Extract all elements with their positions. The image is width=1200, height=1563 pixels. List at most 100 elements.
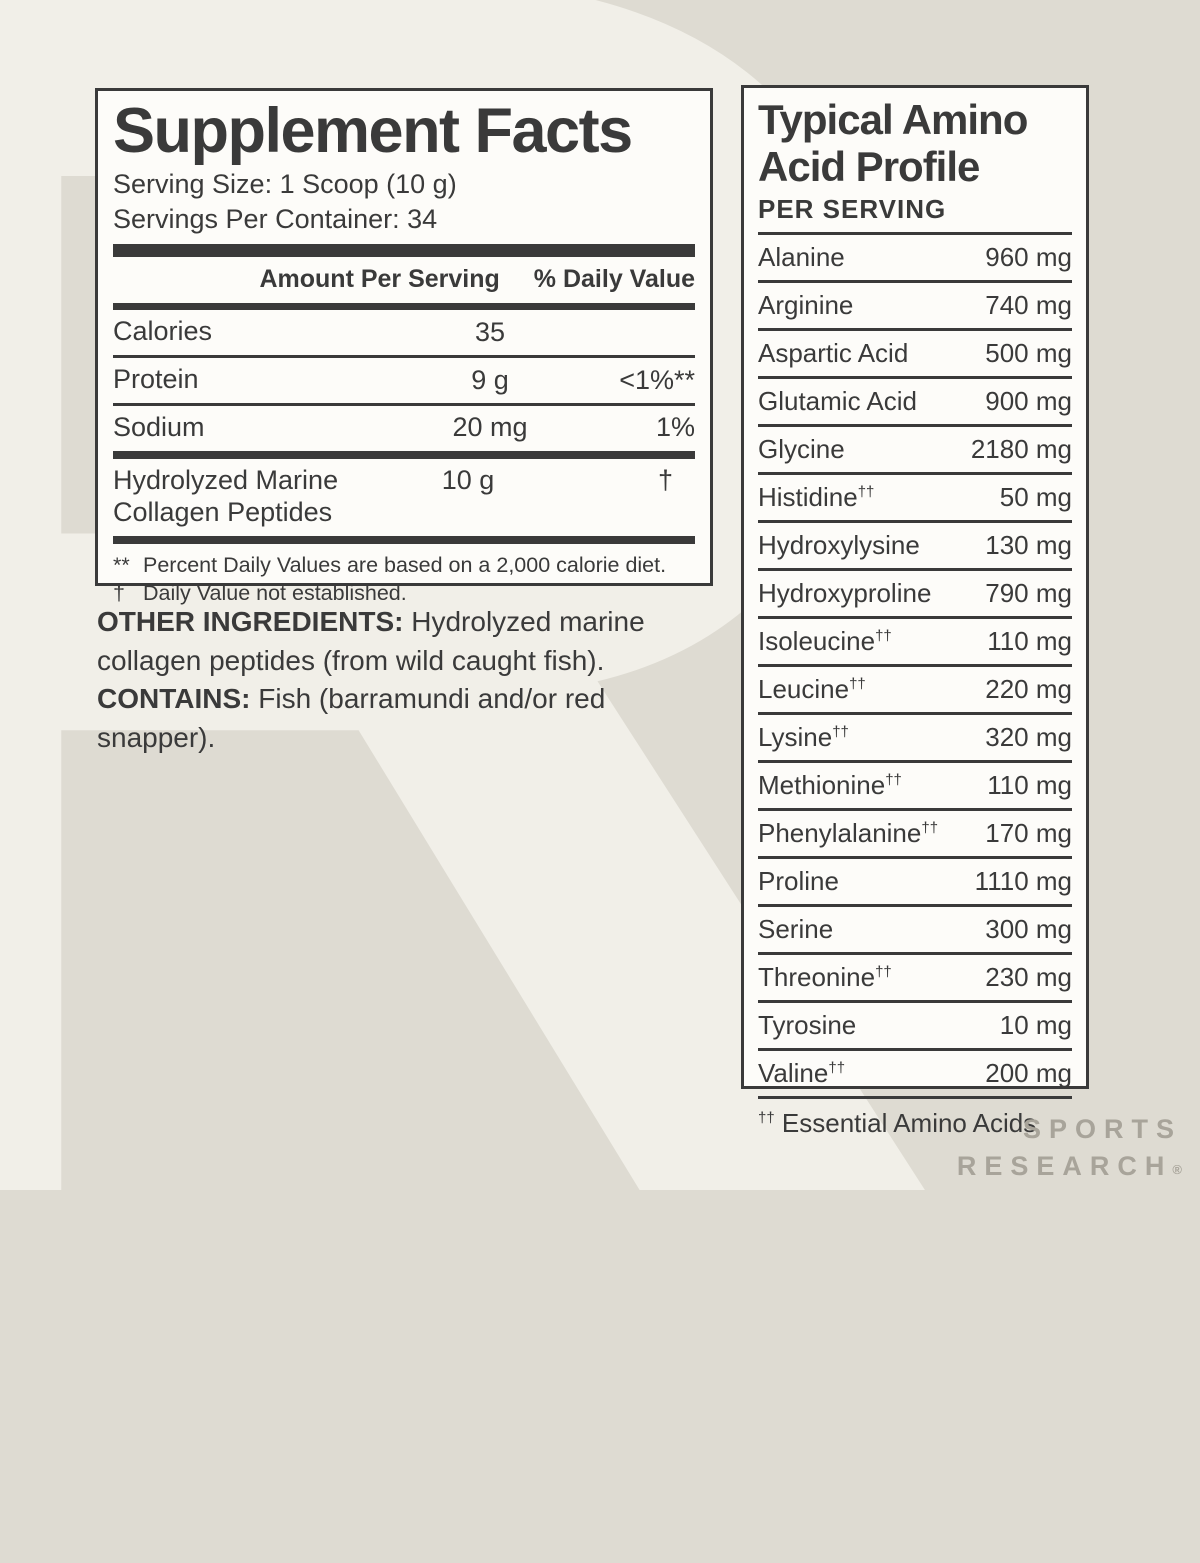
amino-name: Proline bbox=[758, 866, 839, 897]
servings-per-container: Servings Per Container: 34 bbox=[113, 203, 438, 234]
amino-row: Valine†† 200 mg bbox=[758, 1051, 1072, 1100]
amino-name: Aspartic Acid bbox=[758, 338, 909, 369]
amino-name: Arginine bbox=[758, 290, 854, 321]
amino-row: Aspartic Acid 500 mg bbox=[758, 331, 1072, 380]
amino-row: Histidine†† 50 mg bbox=[758, 475, 1072, 524]
brand-logo: SPORTS RESEARCH® bbox=[957, 1111, 1182, 1184]
other-ingredients-text: Hydrolyzed marine collagen peptides (fro… bbox=[97, 606, 645, 676]
other-ingredients-label: OTHER INGREDIENTS: bbox=[97, 606, 404, 637]
amino-name: Isoleucine bbox=[758, 626, 876, 657]
essential-marker: †† bbox=[875, 627, 892, 645]
amino-row: Lysine†† 320 mg bbox=[758, 715, 1072, 764]
amino-row: Arginine 740 mg bbox=[758, 283, 1072, 332]
amino-name: Tyrosine bbox=[758, 1010, 857, 1041]
amino-row: Alanine 960 mg bbox=[758, 235, 1072, 284]
amino-row: Hydroxyproline 790 mg bbox=[758, 571, 1072, 620]
amino-name: Lysine bbox=[758, 722, 833, 753]
essential-marker: †† bbox=[885, 771, 902, 789]
nutrient-daily-value: † bbox=[657, 464, 673, 495]
amino-row: Serine 300 mg bbox=[758, 907, 1072, 956]
amino-row: Proline 1110 mg bbox=[758, 859, 1072, 908]
nutrient-daily-value: <1%** bbox=[619, 364, 695, 395]
nutrient-name: Protein bbox=[113, 364, 199, 395]
serving-size: Serving Size: 1 Scoop (10 g) bbox=[113, 168, 457, 199]
nutrition-table-header: Amount Per Serving % Daily Value bbox=[113, 257, 695, 303]
contains-label: CONTAINS: bbox=[97, 683, 251, 714]
thick-divider bbox=[113, 450, 695, 459]
nutrient-daily-value: 1% bbox=[655, 412, 695, 443]
essential-marker: †† bbox=[832, 723, 849, 741]
amino-value: 900 mg bbox=[985, 386, 1072, 417]
amino-name: Leucine bbox=[758, 674, 850, 705]
essential-marker: †† bbox=[828, 1059, 846, 1077]
amino-name: Hydroxyproline bbox=[758, 578, 932, 609]
essential-marker: †† bbox=[857, 483, 875, 501]
nutrient-row-sodium: Sodium 20 mg 1% bbox=[113, 406, 695, 451]
contains-statement: CONTAINS: Fish (barramundi and/or red sn… bbox=[97, 680, 697, 757]
amino-value: 170 mg bbox=[985, 818, 1072, 849]
amino-row: Isoleucine†† 110 mg bbox=[758, 619, 1072, 668]
footnote-marker: ** bbox=[113, 552, 130, 577]
nutrient-amount: 35 bbox=[474, 316, 506, 347]
amino-title-line2: Acid Profile bbox=[758, 143, 980, 191]
amino-value: 110 mg bbox=[987, 770, 1072, 801]
registered-trademark-symbol: ® bbox=[1172, 1161, 1182, 1177]
amino-value: 960 mg bbox=[985, 242, 1072, 273]
contains-text: Fish (barramundi and/or red snapper). bbox=[97, 683, 606, 753]
essential-marker: †† bbox=[921, 819, 939, 837]
column-header-daily-value: % Daily Value bbox=[533, 265, 695, 294]
brand-logo-line1: SPORTS bbox=[1022, 1114, 1182, 1145]
nutrient-row-collagen: Hydrolyzed Marine Collagen Peptides 10 g… bbox=[113, 459, 695, 536]
amino-row: Tyrosine 10 mg bbox=[758, 1003, 1072, 1052]
nutrient-amount: 9 g bbox=[471, 364, 509, 395]
footnote-text: Percent Daily Values are based on a 2,00… bbox=[143, 552, 667, 577]
amino-value: 50 mg bbox=[999, 482, 1072, 513]
amino-row: Threonine†† 230 mg bbox=[758, 955, 1072, 1004]
amino-value: 220 mg bbox=[985, 674, 1072, 705]
essential-marker: †† bbox=[849, 675, 866, 693]
amino-name: Alanine bbox=[758, 242, 845, 273]
amino-profile-subtitle: PER SERVING bbox=[758, 194, 1072, 236]
amino-name: Phenylalanine bbox=[758, 818, 922, 849]
other-ingredients: OTHER INGREDIENTS: Hydrolyzed marine col… bbox=[97, 603, 697, 680]
nutrient-amount: 20 mg bbox=[452, 412, 528, 443]
thick-divider bbox=[113, 535, 695, 544]
supplement-facts-title: Supplement Facts bbox=[113, 96, 633, 166]
supplement-facts-panel: Supplement Facts Serving Size: 1 Scoop (… bbox=[95, 88, 713, 605]
amino-row: Leucine†† 220 mg bbox=[758, 667, 1072, 716]
column-header-amount: Amount Per Serving bbox=[259, 265, 500, 294]
amino-value: 740 mg bbox=[985, 290, 1072, 321]
footnote-text: Daily Value not established. bbox=[143, 581, 407, 606]
amino-name: Valine bbox=[758, 1058, 829, 1089]
footnote-row: ** Percent Daily Values are based on a 2… bbox=[113, 551, 695, 580]
amino-name: Hydroxylysine bbox=[758, 530, 920, 561]
amino-value: 110 mg bbox=[987, 626, 1072, 657]
brand-logo-line2: RESEARCH® bbox=[957, 1148, 1182, 1184]
amino-value: 130 mg bbox=[985, 530, 1072, 561]
amino-row: Methionine†† 110 mg bbox=[758, 763, 1072, 812]
amino-profile-panel: Typical Amino Acid Profile PER SERVING Al… bbox=[741, 85, 1089, 1138]
amino-row: Hydroxylysine 130 mg bbox=[758, 523, 1072, 572]
amino-name: Histidine bbox=[758, 482, 858, 513]
amino-title-line1: Typical Amino bbox=[758, 96, 1028, 143]
footnote-row: † Daily Value not established. bbox=[113, 579, 695, 608]
essential-marker: †† bbox=[758, 1109, 775, 1127]
essential-marker: †† bbox=[875, 963, 892, 981]
amino-value: 2180 mg bbox=[970, 434, 1072, 465]
amino-row: Phenylalanine†† 170 mg bbox=[758, 811, 1072, 860]
nutrient-amount: 10 g bbox=[441, 464, 495, 495]
amino-name: Threonine bbox=[758, 962, 876, 993]
amino-footnote: †† Essential Amino Acids bbox=[758, 1099, 1072, 1139]
brand-logo-line2-text: RESEARCH bbox=[956, 1150, 1173, 1181]
amino-value: 200 mg bbox=[985, 1058, 1072, 1089]
footnotes: ** Percent Daily Values are based on a 2… bbox=[113, 544, 695, 608]
nutrient-row-calories: Calories 35 bbox=[113, 310, 695, 359]
medium-divider bbox=[113, 303, 695, 311]
amino-value: 320 mg bbox=[985, 722, 1072, 753]
amino-row: Glycine 2180 mg bbox=[758, 427, 1072, 476]
amino-value: 500 mg bbox=[985, 338, 1072, 369]
amino-row: Glutamic Acid 900 mg bbox=[758, 379, 1072, 428]
amino-name: Glutamic Acid bbox=[758, 386, 917, 417]
nutrient-row-protein: Protein 9 g <1%** bbox=[113, 358, 695, 407]
amino-profile-title: Typical Amino Acid Profile bbox=[758, 96, 1072, 190]
